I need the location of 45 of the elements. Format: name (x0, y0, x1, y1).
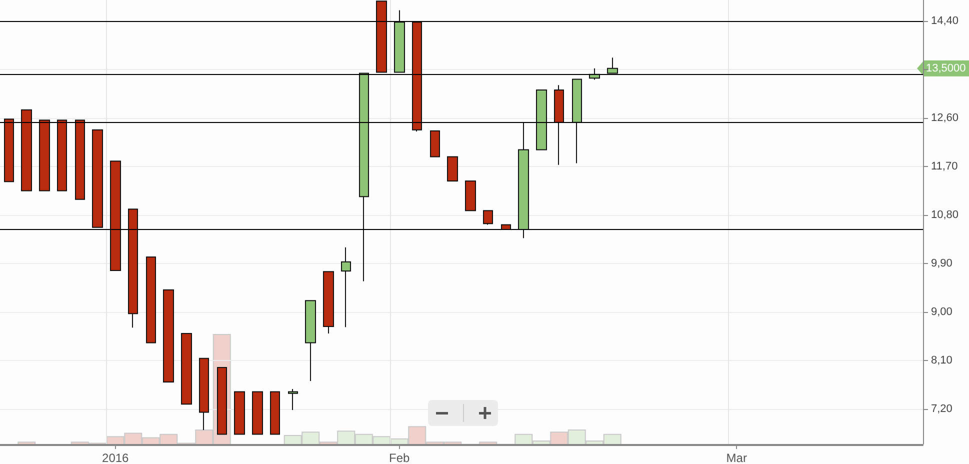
candlestick (4, 118, 14, 182)
candlestick (430, 130, 440, 158)
candlestick (199, 358, 209, 430)
candlestick (536, 89, 547, 150)
candlestick (376, 0, 387, 73)
candlestick (465, 180, 476, 212)
candlestick (305, 300, 316, 382)
candlestick (92, 129, 103, 228)
candlestick (447, 156, 458, 182)
candlestick (323, 271, 334, 334)
y-tick-label: 12,60 (931, 112, 959, 124)
candlestick (341, 246, 351, 328)
candlestick (128, 208, 138, 328)
candlestick (217, 366, 227, 435)
candlestick (110, 160, 121, 271)
candlestick (39, 120, 50, 192)
y-tick-label: 10,80 (931, 208, 959, 221)
candlestick (518, 122, 529, 239)
candlestick (394, 10, 405, 73)
candlestick (57, 120, 67, 192)
y-tick-label: 9,90 (931, 257, 952, 270)
candlestick (288, 388, 298, 411)
y-tick-label: 8,10 (931, 354, 952, 366)
candlestick (163, 289, 174, 383)
candlestick (554, 84, 564, 166)
candlestick (181, 333, 192, 405)
candlestick (252, 391, 263, 435)
text: 13,5000 (926, 62, 966, 74)
candlestick (234, 391, 245, 435)
candlestick (146, 256, 156, 344)
y-tick-label: 9,00 (931, 306, 952, 318)
x-tick-label: Feb (389, 451, 410, 464)
x-tick-label: 2016 (102, 451, 130, 464)
y-tick-label: 7,20 (931, 402, 952, 415)
candlestick (75, 120, 85, 200)
y-tick-label: 14,40 (931, 15, 959, 28)
candlestick (607, 57, 618, 74)
x-tick-label: Mar (726, 451, 747, 464)
candlestick (359, 72, 369, 282)
candlestick (412, 22, 422, 132)
candlestick (572, 78, 582, 164)
candlestick (21, 109, 32, 192)
y-tick-label: 11,70 (931, 160, 958, 172)
candlestick (483, 210, 493, 226)
candlestick (270, 391, 280, 435)
